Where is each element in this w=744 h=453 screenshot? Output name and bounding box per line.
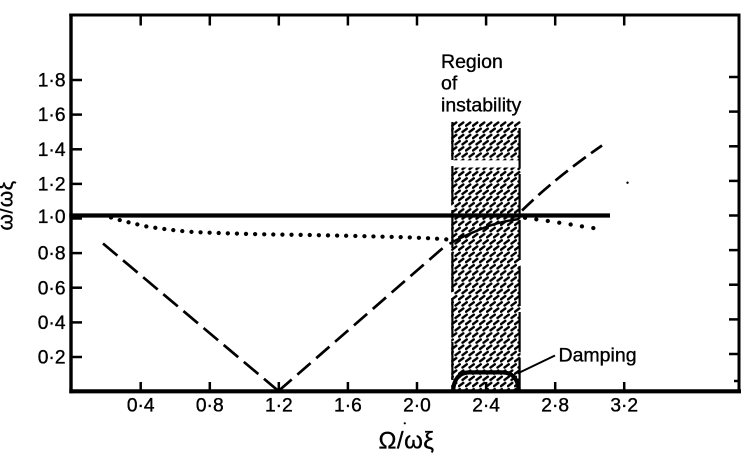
svg-text:ω/ωξ: ω/ωξ (0, 180, 18, 230)
svg-text:0·4: 0·4 (127, 396, 155, 417)
svg-text:2·4: 2·4 (472, 396, 500, 417)
svg-text:0·8: 0·8 (196, 396, 224, 417)
svg-text:Ω/ωξ: Ω/ωξ (378, 428, 434, 453)
svg-text:2·8: 2·8 (541, 396, 569, 417)
svg-text:1·6: 1·6 (38, 105, 66, 126)
svg-text:0·4: 0·4 (38, 313, 66, 334)
svg-text:1·4: 1·4 (38, 140, 66, 161)
svg-text:Region: Region (441, 51, 503, 73)
svg-text:0·2: 0·2 (38, 348, 66, 369)
svg-text:1·2: 1·2 (38, 174, 66, 195)
svg-text:instability: instability (441, 95, 521, 117)
svg-text:1·2: 1·2 (265, 396, 293, 417)
svg-text:1·0: 1·0 (38, 207, 66, 228)
svg-text:0·6: 0·6 (38, 278, 66, 299)
svg-text:1·8: 1·8 (38, 71, 66, 92)
svg-text:0·8: 0·8 (38, 244, 66, 265)
svg-text:Damping: Damping (559, 345, 637, 367)
svg-text:1·6: 1·6 (334, 396, 362, 417)
svg-text:2·0: 2·0 (403, 396, 431, 417)
svg-text:3·2: 3·2 (610, 396, 638, 417)
svg-text:of: of (441, 73, 458, 95)
